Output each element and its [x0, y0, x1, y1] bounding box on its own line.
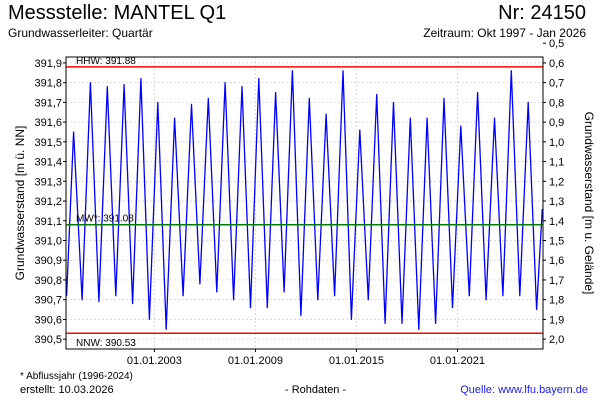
y-tick-label-left: 391,4 — [34, 157, 62, 169]
y-tick-label-right: 1,2 — [549, 176, 564, 188]
x-tick-label: 01.01.2009 — [228, 355, 283, 367]
reference-lines: HHW: 391.88 MW*: 391.08 NNW: 390.53 — [66, 56, 543, 349]
y-tick-label-right: 0,9 — [549, 117, 564, 129]
y-tick-label-left: 391,5 — [34, 137, 62, 149]
series-line — [65, 70, 543, 330]
y-tick-label-right: 0,8 — [549, 97, 564, 109]
y-tick-label-left: 390,6 — [34, 314, 62, 326]
y-tick-label-right: 1,3 — [549, 196, 564, 208]
y-tick-label-right: 1,9 — [549, 314, 564, 326]
y-tick-label-right: 1,4 — [549, 216, 564, 228]
y-tick-label-right: 1,1 — [549, 157, 564, 169]
station-title: Messstelle: MANTEL Q1 — [8, 2, 227, 24]
y-tick-label-left: 390,8 — [34, 275, 62, 287]
y-tick-label-right: 1,8 — [549, 295, 564, 307]
y-tick-label-left: 391,7 — [34, 97, 62, 109]
y-tick-label-left: 391,3 — [34, 176, 62, 188]
y-tick-label-right: 0,6 — [549, 58, 564, 70]
reference-label: MW*: 391.08 — [76, 214, 134, 225]
series-layer — [65, 70, 543, 330]
y-tick-label-left: 391,9 — [34, 58, 62, 70]
y-tick-label-right: 1,0 — [549, 137, 564, 149]
plot-frame — [65, 56, 544, 350]
axes: 391,9 391,8 391,7 391,6 391,5 391,4 391,3 391,2… — [34, 38, 564, 367]
raw-data-label: - Rohdaten - — [285, 384, 347, 396]
y-tick-label-right: 2,0 — [549, 334, 564, 346]
footnote: * Abflussjahr (1996-2024) — [20, 371, 133, 382]
x-tick-label: 01.01.2021 — [430, 355, 485, 367]
x-tick-label: 01.01.2015 — [329, 355, 384, 367]
grid — [66, 57, 543, 349]
period-label: Zeitraum: Okt 1997 - Jan 2026 — [423, 26, 586, 40]
y-tick-label-right: 1,5 — [549, 235, 564, 247]
y-tick-label-left: 390,9 — [34, 255, 62, 267]
y-tick-label-right: 0,7 — [549, 78, 564, 90]
y-axis-label-right: Grundwasserstand [m u. Gelände] — [582, 112, 596, 295]
y-tick-label-left: 391,6 — [34, 117, 62, 129]
reference-label: HHW: 391.88 — [76, 56, 136, 67]
y-tick-label-left: 391,2 — [34, 196, 62, 208]
y-tick-label-right: 1,6 — [549, 255, 564, 267]
y-tick-label-left: 391,0 — [34, 235, 62, 247]
reference-label: NNW: 390.53 — [76, 338, 136, 349]
source-link[interactable]: Quelle: www.lfu.bayern.de — [460, 384, 588, 396]
x-tick-label: 01.01.2003 — [127, 355, 182, 367]
y-tick-label-left: 391,1 — [34, 216, 62, 228]
y-tick-label-left: 390,7 — [34, 295, 62, 307]
y-axis-label-left: Grundwasserstand [m ü. NN] — [13, 126, 27, 281]
created-date: erstellt: 10.03.2026 — [20, 384, 114, 396]
y-tick-label-left: 390,5 — [34, 334, 62, 346]
y-tick-label-right: 0,5 — [549, 38, 564, 50]
y-tick-label-left: 391,8 — [34, 78, 62, 90]
station-number: Nr: 24150 — [498, 2, 586, 24]
y-tick-label-right: 1,7 — [549, 275, 564, 287]
aquifer-label: Grundwasserleiter: Quartär — [8, 26, 153, 40]
